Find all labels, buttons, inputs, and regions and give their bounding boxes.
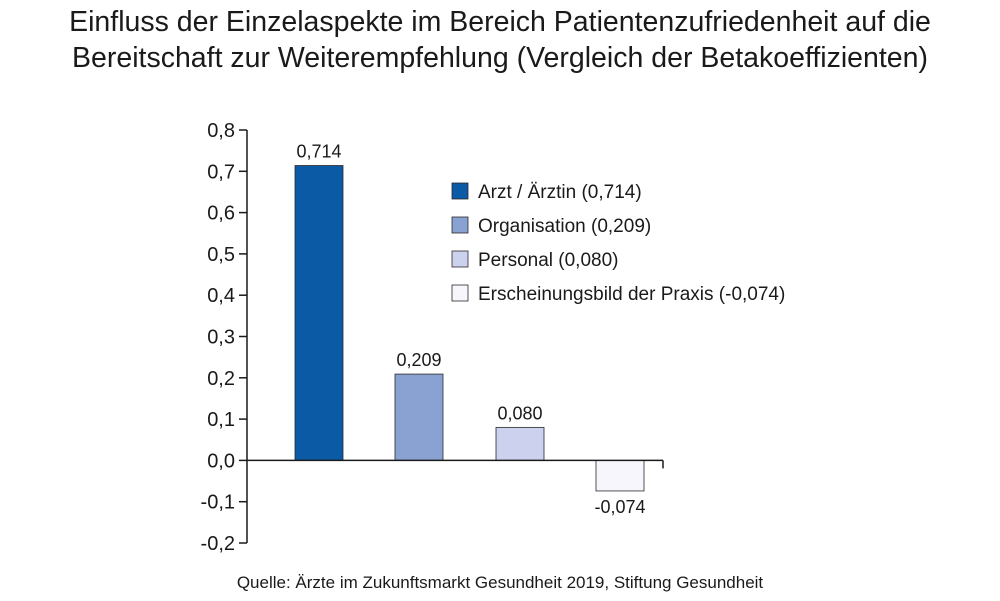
bar — [294, 165, 344, 461]
chart-title-line-2: Bereitschaft zur Weiterempfehlung (Vergl… — [72, 42, 928, 74]
chart-title: Einfluss der Einzelaspekte im Bereich Pa… — [0, 4, 1000, 76]
bar — [394, 373, 444, 461]
bar-data-label: 0,209 — [396, 350, 441, 370]
y-tick-label: 0,2 — [207, 368, 235, 390]
legend-label: Organisation (0,209) — [478, 216, 651, 237]
y-axis: 0,8 0,7 0,6 0,5 0,4 0,3 0,2 0,1 0,0 -0,1 -0,2 — [201, 120, 248, 555]
bar-data-label: 0,080 — [497, 403, 542, 423]
y-tick-label: 0,3 — [207, 327, 235, 349]
y-tick-label: 0,8 — [207, 120, 235, 142]
source-note: Quelle: Ärzte im Zukunftsmarkt Gesundhei… — [236, 573, 764, 592]
bars: 0,714 0,209 0,080 -0,074 — [294, 142, 646, 517]
y-tick-label: -0,1 — [201, 492, 235, 514]
y-tick-label: -0,2 — [201, 533, 235, 555]
legend-label: Erscheinungsbild der Praxis (-0,074) — [478, 284, 785, 305]
legend: Arzt / Ärztin (0,714) Organisation (0,209… — [451, 182, 785, 305]
y-tick-label: 0,7 — [207, 161, 235, 183]
legend-label: Personal (0,080) — [478, 250, 618, 271]
y-tick-label: 0,5 — [207, 244, 235, 266]
y-tick-label: 0,0 — [207, 450, 235, 472]
bar-data-label: -0,074 — [594, 497, 645, 517]
bar — [595, 459, 645, 492]
legend-swatch — [451, 216, 469, 234]
legend-swatch — [451, 284, 469, 302]
legend-label: Arzt / Ärztin (0,714) — [478, 182, 642, 203]
y-tick-label: 0,4 — [207, 285, 235, 307]
chart-title-line-1: Einfluss der Einzelaspekte im Bereich Pa… — [69, 6, 931, 38]
bar-data-label: 0,714 — [296, 142, 341, 162]
x-axis — [247, 459, 664, 469]
y-tick-label: 0,1 — [207, 409, 235, 431]
y-tick-label: 0,6 — [207, 203, 235, 225]
legend-swatch — [451, 182, 469, 200]
legend-swatch — [451, 250, 469, 268]
bar — [495, 426, 545, 461]
